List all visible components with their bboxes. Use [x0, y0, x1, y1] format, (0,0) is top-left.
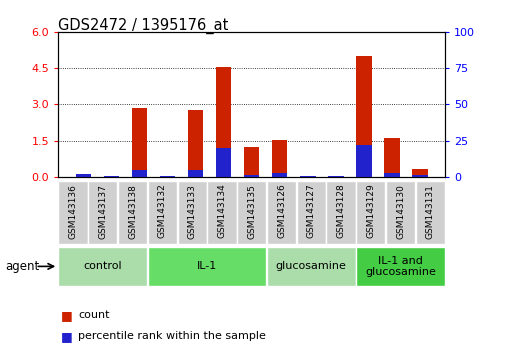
Text: ■: ■ [61, 309, 72, 321]
Text: GSM143126: GSM143126 [276, 184, 285, 239]
FancyBboxPatch shape [88, 181, 117, 244]
Bar [356, 56, 371, 177]
Text: GSM143132: GSM143132 [158, 184, 167, 239]
FancyBboxPatch shape [59, 181, 87, 244]
Text: agent: agent [5, 260, 39, 273]
FancyBboxPatch shape [177, 181, 207, 244]
Bar [383, 173, 399, 177]
Text: percentile rank within the sample: percentile rank within the sample [78, 331, 266, 341]
Text: GSM143133: GSM143133 [187, 184, 196, 239]
Text: GSM143138: GSM143138 [128, 184, 137, 239]
Bar [216, 67, 231, 177]
Text: GSM143128: GSM143128 [336, 184, 345, 239]
Text: GSM143129: GSM143129 [366, 184, 375, 239]
Bar [76, 174, 91, 177]
Bar [243, 175, 259, 177]
FancyBboxPatch shape [385, 181, 415, 244]
Bar [160, 176, 175, 177]
FancyBboxPatch shape [326, 181, 355, 244]
FancyBboxPatch shape [296, 181, 325, 244]
FancyBboxPatch shape [267, 247, 355, 286]
Bar [272, 139, 287, 177]
FancyBboxPatch shape [237, 181, 266, 244]
Text: GSM143130: GSM143130 [395, 184, 405, 239]
FancyBboxPatch shape [147, 181, 177, 244]
Text: count: count [78, 310, 110, 320]
FancyBboxPatch shape [415, 181, 444, 244]
Bar [187, 170, 203, 177]
Bar [243, 147, 259, 177]
Text: glucosamine: glucosamine [275, 261, 346, 272]
Bar [299, 176, 315, 177]
Text: GDS2472 / 1395176_at: GDS2472 / 1395176_at [58, 18, 228, 34]
Bar [132, 170, 147, 177]
FancyBboxPatch shape [147, 247, 266, 286]
Text: GSM143137: GSM143137 [98, 184, 107, 239]
FancyBboxPatch shape [59, 247, 147, 286]
Bar [412, 169, 427, 177]
Text: GSM143127: GSM143127 [306, 184, 315, 239]
Text: IL-1: IL-1 [196, 261, 217, 272]
Bar [76, 174, 91, 177]
Bar [299, 176, 315, 177]
FancyBboxPatch shape [356, 181, 385, 244]
Bar [187, 110, 203, 177]
Bar [383, 138, 399, 177]
Bar [104, 176, 119, 177]
Bar [216, 148, 231, 177]
Text: GSM143135: GSM143135 [247, 184, 256, 239]
Bar [356, 145, 371, 177]
Bar [132, 108, 147, 177]
Text: GSM143136: GSM143136 [69, 184, 77, 239]
Text: GSM143134: GSM143134 [217, 184, 226, 239]
FancyBboxPatch shape [118, 181, 147, 244]
FancyBboxPatch shape [207, 181, 236, 244]
Bar [328, 176, 343, 177]
Text: ■: ■ [61, 330, 72, 343]
Text: GSM143131: GSM143131 [425, 184, 434, 239]
Text: IL-1 and
glucosamine: IL-1 and glucosamine [365, 256, 435, 277]
Bar [272, 173, 287, 177]
FancyBboxPatch shape [356, 247, 444, 286]
FancyBboxPatch shape [267, 181, 295, 244]
Text: control: control [83, 261, 122, 272]
Bar [328, 176, 343, 177]
Bar [412, 175, 427, 177]
